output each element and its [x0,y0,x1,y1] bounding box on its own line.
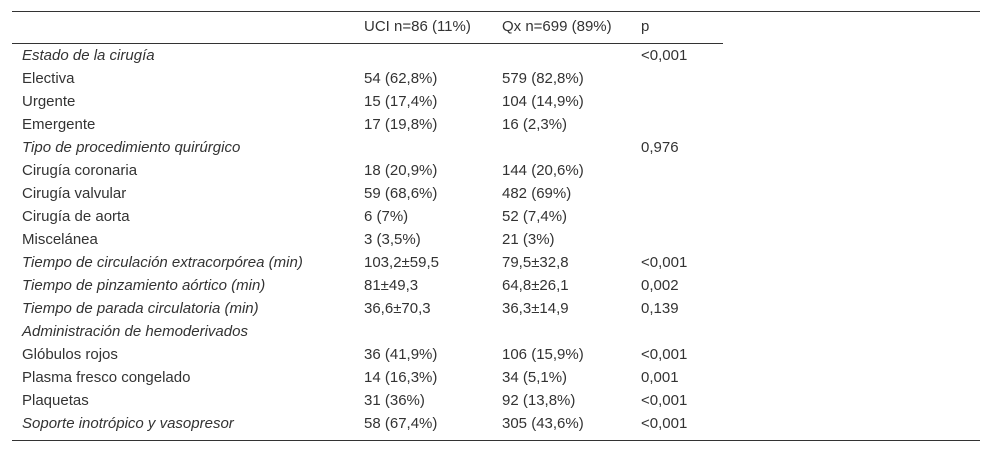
data-cell: 34 (5,1%) [502,369,568,386]
data-cell: 16 (2,3%) [502,116,568,133]
row-label: Emergente [22,116,96,133]
data-cell: 6 (7%) [364,208,409,225]
row-label: Plaquetas [22,392,89,409]
data-cell: 59 (68,6%) [364,185,438,202]
data-cell: 64,8±26,1 [502,277,569,294]
row-label: Electiva [22,70,75,87]
data-cell: <0,001 [641,47,688,64]
row-label: Tipo de procedimiento quirúrgico [22,139,241,156]
data-cell: 36,6±70,3 [364,300,431,317]
bottom-rule [12,440,980,441]
row-label: Cirugía de aorta [22,208,130,225]
data-cell: 104 (14,9%) [502,93,584,110]
data-cell: 81±49,3 [364,277,419,294]
row-label: Estado de la cirugía [22,47,155,64]
data-cell: 21 (3%) [502,231,555,248]
row-label: Urgente [22,93,76,110]
data-cell: <0,001 [641,415,688,432]
row-label: Glóbulos rojos [22,346,118,363]
data-cell: 579 (82,8%) [502,70,584,87]
data-cell: 17 (19,8%) [364,116,438,133]
data-cell: 106 (15,9%) [502,346,584,363]
header-rule [12,43,723,44]
data-cell: 0,139 [641,300,679,317]
data-cell: 103,2±59,5 [364,254,439,271]
data-cell: <0,001 [641,346,688,363]
data-cell: 58 (67,4%) [364,415,438,432]
data-cell: 54 (62,8%) [364,70,438,87]
row-label: Cirugía coronaria [22,162,138,179]
row-label: Tiempo de pinzamiento aórtico (min) [22,277,266,294]
row-label: Miscelánea [22,231,98,248]
data-cell: 144 (20,6%) [502,162,584,179]
data-cell: 15 (17,4%) [364,93,438,110]
row-label: Tiempo de parada circulatoria (min) [22,300,259,317]
data-cell: 36,3±14,9 [502,300,569,317]
top-rule [12,11,980,12]
data-cell: 18 (20,9%) [364,162,438,179]
data-cell: <0,001 [641,254,688,271]
data-cell: <0,001 [641,392,688,409]
data-cell: 92 (13,8%) [502,392,576,409]
header-cell: Qx n=699 (89%) [502,18,612,35]
data-cell: 0,002 [641,277,679,294]
data-cell: 52 (7,4%) [502,208,568,225]
data-cell: 0,976 [641,139,679,156]
data-cell: 31 (36%) [364,392,425,409]
data-cell: 79,5±32,8 [502,254,569,271]
header-cell: UCI n=86 (11%) [364,18,471,35]
row-label: Cirugía valvular [22,185,127,202]
data-cell: 0,001 [641,369,679,386]
data-cell: 14 (16,3%) [364,369,438,386]
data-cell: 305 (43,6%) [502,415,584,432]
data-cell: 482 (69%) [502,185,572,202]
data-cell: 3 (3,5%) [364,231,421,248]
row-label: Soporte inotrópico y vasopresor [22,415,234,432]
row-label: Tiempo de circulación extracorpórea (min… [22,254,303,271]
header-cell: p [641,18,650,35]
data-cell: 36 (41,9%) [364,346,438,363]
row-label: Plasma fresco congelado [22,369,191,386]
row-label: Administración de hemoderivados [22,323,248,340]
